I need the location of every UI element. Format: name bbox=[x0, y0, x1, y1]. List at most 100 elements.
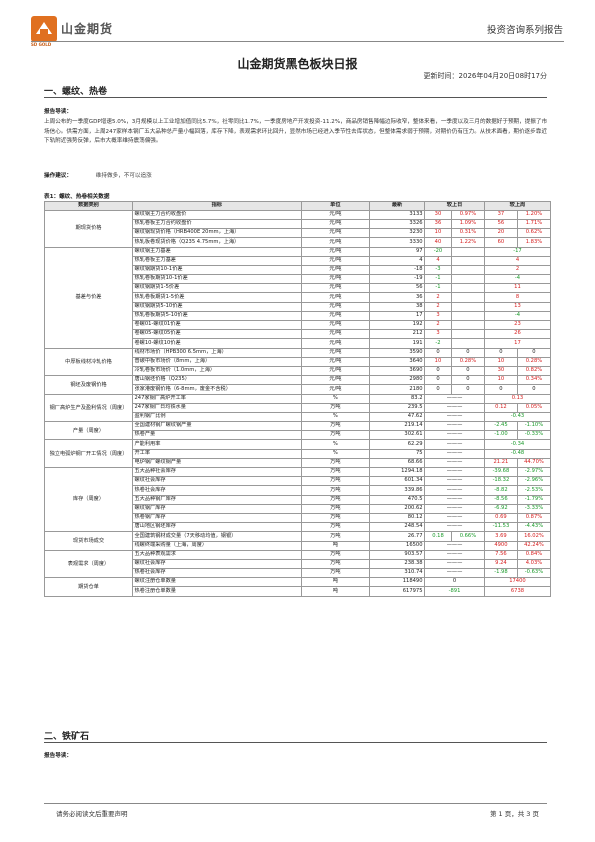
day-change-pct-cell: 1.09% bbox=[450, 218, 485, 230]
day-change-pct-cell: 0.66% bbox=[450, 531, 485, 542]
logo-mark-icon bbox=[31, 16, 57, 42]
latest-cell: 68.66 bbox=[369, 457, 426, 469]
indicator-cell: 螺纹社会库存 bbox=[131, 476, 302, 487]
day-change-cell: 0 bbox=[424, 347, 452, 358]
unit-cell: 元/吨 bbox=[300, 237, 371, 248]
day-change-cell: ——— bbox=[424, 503, 485, 514]
latest-cell: 2180 bbox=[369, 384, 426, 395]
day-change-pct-cell: 0.28% bbox=[450, 356, 485, 367]
footer-divider bbox=[44, 803, 547, 804]
indicator-cell: 热卷产量 bbox=[131, 430, 302, 441]
day-change-cell: -1 bbox=[424, 283, 452, 294]
col-header: 单位 bbox=[300, 201, 371, 211]
page-title: 山金期货黑色板块日报 bbox=[237, 57, 358, 71]
col-header: 指标 bbox=[131, 201, 302, 211]
unit-cell: 元/吨 bbox=[300, 301, 371, 312]
week-change-cell: 17 bbox=[483, 338, 552, 349]
table-row: 产量（周度） 全国建材钢厂螺纹钢产量 万吨 219.14 ——— -2.45 -1.10% bbox=[44, 421, 552, 441]
latest-cell: 4 bbox=[369, 255, 426, 266]
col-header: 较上日 bbox=[424, 201, 485, 211]
table-row: 热卷钢厂库存 万吨 80.12 ——— 0.69 0.87% bbox=[45, 512, 552, 524]
latest-cell: 2980 bbox=[369, 375, 426, 386]
latest-cell: 3640 bbox=[369, 356, 426, 367]
unit-cell: 万吨 bbox=[300, 512, 371, 524]
day-change-cell: -1 bbox=[424, 274, 452, 285]
unit-cell: 万吨 bbox=[300, 568, 371, 579]
table-row: 247家钢厂日均铁水量 万吨 239.5 ——— 0.12 0.05% bbox=[45, 402, 552, 413]
day-change-cell: ——— bbox=[424, 457, 485, 469]
unit-cell: 元/吨 bbox=[300, 283, 371, 294]
table-row: 卷螺05-螺纹05价差 元/吨 212 3 26 bbox=[45, 329, 552, 340]
week-change-pct-cell: 0 bbox=[516, 347, 552, 358]
indicator-cell: 热轧板卷现货价格（Q235 4.75mm，上海） bbox=[131, 237, 302, 248]
update-time: 更新时间：2026年04月20日08时17分 bbox=[423, 72, 547, 80]
rebar-data-table: 数据类别 指标 单位 最新 较上日 较上周 期现货价格 螺纹钢主力合约收盘价 元/吨… bbox=[44, 201, 552, 597]
indicator-cell: 热卷注册仓单数量 bbox=[131, 586, 302, 597]
latest-cell: 80.12 bbox=[369, 512, 426, 524]
week-change-cell: -17 bbox=[483, 246, 552, 257]
week-change-pct-cell: 0.84% bbox=[516, 549, 552, 560]
category-cell: 基差与价差 bbox=[44, 246, 133, 349]
unit-cell: 万吨 bbox=[300, 503, 371, 514]
section-divider bbox=[44, 97, 547, 98]
unit-cell: 万吨 bbox=[300, 485, 371, 496]
day-change-pct-cell bbox=[450, 274, 485, 285]
week-change-pct-cell: 1.20% bbox=[516, 209, 552, 220]
table-row: 中厚板线材冷轧价格 线材市场价（HPB300 6.5mm，上海） 元/吨 3590 0 0… bbox=[44, 347, 552, 377]
week-change-pct-cell: 0.87% bbox=[516, 512, 552, 524]
latest-cell: 310.74 bbox=[369, 568, 426, 579]
week-change-cell: 8 bbox=[483, 292, 552, 303]
indicator-cell: 五大品种钢厂库存 bbox=[131, 494, 302, 505]
week-change-cell: -0.48 bbox=[483, 448, 552, 459]
page-number: 第 1 页，共 3 页 bbox=[489, 810, 539, 818]
week-change-cell: 9.24 bbox=[483, 558, 518, 570]
week-change-pct-cell: -2.97% bbox=[516, 467, 552, 478]
table-row: 螺纹钢现货价格（HRB400E 20mm，上海） 元/吨 3230 10 0.31% 20… bbox=[45, 228, 552, 239]
unit-cell: 万吨 bbox=[300, 531, 371, 542]
section-divider bbox=[44, 742, 547, 743]
day-change-pct-cell: 0 bbox=[450, 384, 485, 395]
latest-cell: 212 bbox=[369, 329, 426, 340]
day-change-pct-cell: 1.22% bbox=[450, 237, 485, 248]
day-change-pct-cell bbox=[450, 255, 485, 266]
unit-cell: 万吨 bbox=[300, 549, 371, 560]
unit-cell: 元/吨 bbox=[300, 320, 371, 331]
table-row: 热轧板卷现货价格（Q235 4.75mm，上海） 元/吨 3330 40 1.22% 60… bbox=[45, 237, 552, 248]
col-header: 较上周 bbox=[483, 201, 552, 211]
indicator-cell: 螺纹钢主力合约收盘价 bbox=[131, 209, 302, 220]
header-divider bbox=[31, 41, 564, 42]
table-row: 钢坯及废钢价格 唐山钢坯价格（Q235） 元/吨 2980 0 0 10 0.34% bbox=[44, 375, 552, 395]
indicator-cell: 螺纹钢主力基差 bbox=[131, 246, 302, 257]
table-row: 螺纹社会库存 万吨 238.38 ——— 9.24 4.03% bbox=[45, 558, 552, 570]
week-change-cell: 17400 bbox=[483, 577, 552, 588]
day-change-pct-cell bbox=[450, 310, 485, 322]
table-row: 热轧卷板主力合约收盘价 元/吨 3326 36 1.09% 56 1.71% bbox=[45, 218, 552, 230]
indicator-cell: 全国建筑钢材成交量（7天移动均值，钢银） bbox=[131, 531, 302, 542]
col-header: 数据类别 bbox=[44, 201, 133, 211]
day-change-cell: -20 bbox=[424, 246, 452, 257]
indicator-cell: 产能利用率 bbox=[131, 439, 302, 450]
indicator-cell: 唐山钢坯价格（Q235） bbox=[131, 375, 302, 386]
day-change-cell: -891 bbox=[424, 586, 485, 597]
latest-cell: 56 bbox=[369, 283, 426, 294]
week-change-pct-cell: 0.82% bbox=[516, 365, 552, 377]
latest-cell: 617975 bbox=[369, 586, 426, 597]
week-change-pct-cell: -4.43% bbox=[516, 522, 552, 533]
table-row: 基差与价差 螺纹钢主力基差 元/吨 97 -20 -17 bbox=[44, 246, 552, 349]
category-cell: 现货市场成交 bbox=[44, 531, 133, 551]
week-change-cell: 4 bbox=[483, 255, 552, 266]
day-change-pct-cell: 0 bbox=[450, 375, 485, 386]
week-change-pct-cell: -0.33% bbox=[516, 430, 552, 441]
unit-cell: 万吨 bbox=[300, 558, 371, 570]
week-change-cell: 0.12 bbox=[483, 402, 518, 413]
day-change-cell: ——— bbox=[424, 430, 485, 441]
unit-cell: 元/吨 bbox=[300, 356, 371, 367]
latest-cell: -18 bbox=[369, 264, 426, 276]
latest-cell: 200.62 bbox=[369, 503, 426, 514]
unit-cell: % bbox=[300, 411, 371, 423]
day-change-cell: ——— bbox=[424, 411, 485, 423]
section-heading-rebar: 一、螺纹、热卷 bbox=[44, 87, 108, 97]
table-row: 库存（周度） 五大品种社会库存 万吨 1294.18 ——— -39.68 -2.97% bbox=[44, 467, 552, 533]
week-change-pct-cell: -2.53% bbox=[516, 485, 552, 496]
day-change-pct-cell bbox=[450, 320, 485, 331]
